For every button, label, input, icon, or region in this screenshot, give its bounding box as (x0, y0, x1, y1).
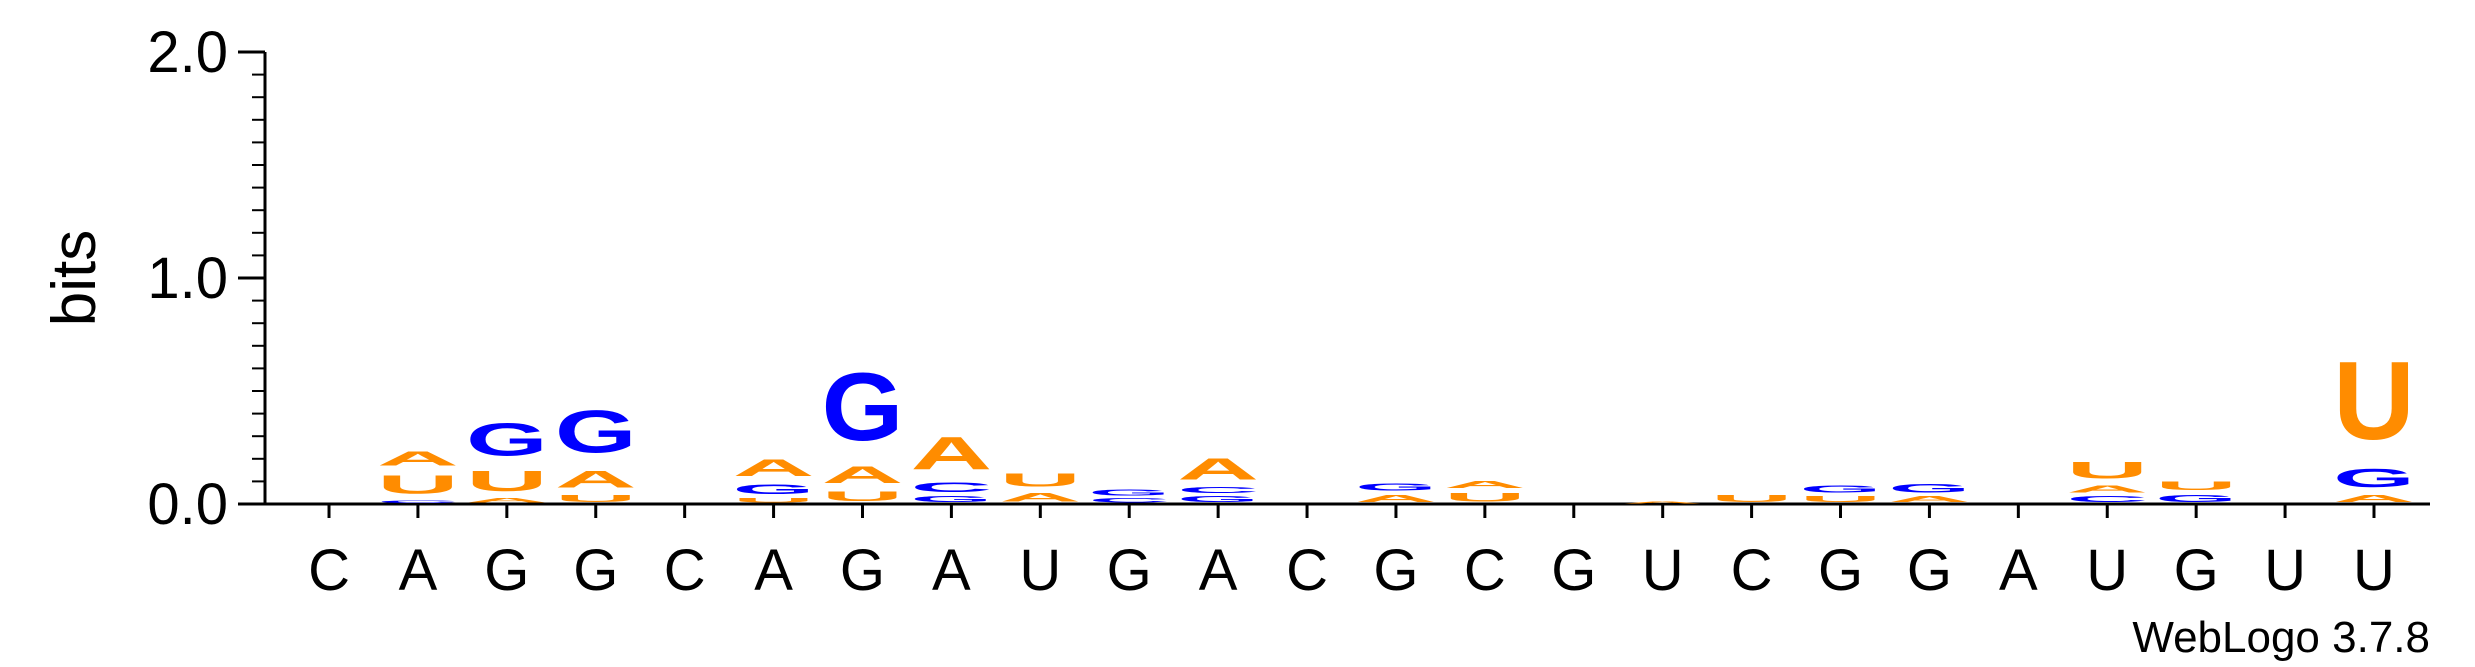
x-tick-label: A (1199, 538, 1238, 603)
logo-letter-G: G (555, 398, 637, 466)
logo-letter-G: G (822, 353, 904, 461)
logo-letter-G: G (466, 414, 548, 466)
logo-letter-C: C (1088, 497, 1170, 504)
x-tick-label: U (1642, 538, 1684, 603)
logo-letter-U: U (1800, 495, 1882, 504)
logo-letter-U: U (2333, 339, 2415, 463)
logo-letter-G: G (733, 481, 815, 497)
y-ticks: 0.0 1.0 2.0 (147, 20, 265, 537)
logo-letter-A: A (910, 428, 992, 479)
x-tick-label: G (484, 538, 529, 603)
y-tick-label: 2.0 (147, 20, 228, 85)
x-tick-label: G (1551, 538, 1596, 603)
logo-letter-G: G (1800, 484, 1882, 495)
logo-letter-G: G (2155, 493, 2237, 504)
x-tick-label: C (1731, 538, 1773, 603)
logo-letter-A: A (1355, 493, 1437, 504)
y-tick-label: 0.0 (147, 472, 228, 537)
x-tick-label: U (2086, 538, 2128, 603)
logo-letter-A: A (733, 454, 815, 481)
logo-letter-C: C (1177, 486, 1259, 495)
logo-letter-A: A (2066, 484, 2148, 495)
x-tick-label: G (573, 538, 618, 603)
logo-letter-A: A (555, 466, 637, 493)
logo-letter-A: A (1622, 501, 1704, 504)
y-axis-label: bits (40, 230, 109, 326)
y-tick-label: 1.0 (147, 246, 228, 311)
logo-letter-A: A (822, 461, 904, 488)
x-tick-label: G (840, 538, 885, 603)
x-tick-label: G (1107, 538, 1152, 603)
logo-letter-A: A (1889, 495, 1971, 504)
logo-letter-U: U (555, 493, 637, 504)
x-tick-label: C (308, 538, 350, 603)
logo-letter-C: C (2066, 495, 2148, 504)
x-tick-label: G (1373, 538, 1418, 603)
logo-letter-U: U (1711, 493, 1793, 504)
x-tick-label: U (2264, 538, 2306, 603)
logo-letter-G: G (2333, 464, 2415, 493)
logo-letter-U: U (822, 488, 904, 504)
logo-letter-U: U (999, 470, 1081, 490)
logo-letter-U: U (1444, 491, 1526, 505)
logo-letter-G: G (911, 495, 993, 504)
logo-letter-A: A (1444, 479, 1526, 490)
logo-letter-U: U (2066, 457, 2148, 484)
logo-letter-U: U (377, 470, 459, 499)
logo-letter-A: A (999, 491, 1081, 505)
logo-letter-G: G (1088, 488, 1170, 497)
x-tick-label: U (2353, 538, 2395, 603)
logo-letter-U: U (733, 497, 815, 504)
x-tick-label: G (1907, 538, 1952, 603)
logo-letter-A: A (377, 448, 459, 471)
x-tick-label: C (664, 538, 706, 603)
logo-letter-A: A (2333, 493, 2415, 504)
logo-letter-C: C (911, 479, 993, 495)
logo-letter-G: G (1889, 481, 1971, 495)
x-tick-label: C (1286, 538, 1328, 603)
x-tick-label: A (1999, 538, 2038, 603)
logo-letter-G: G (1177, 495, 1259, 504)
x-tick-label: G (1818, 538, 1863, 603)
logo-letter-G: G (1355, 481, 1437, 492)
x-tick-label: A (932, 538, 971, 603)
logo-letter-C: C (377, 499, 459, 504)
x-tick-label: C (1464, 538, 1506, 603)
logo-letter-U: U (2155, 479, 2237, 493)
logo-letter-U: U (466, 466, 548, 497)
x-tick-label: A (754, 538, 793, 603)
logo-letter-A: A (1177, 452, 1259, 486)
logo-letter-A: A (466, 497, 548, 504)
x-tick-label: G (2174, 538, 2219, 603)
weblogo-credit: WebLogo 3.7.8 (2132, 613, 2430, 662)
x-tick-label: U (1019, 538, 1061, 603)
x-tick-label: A (399, 538, 438, 603)
y-minor-ticks (252, 73, 265, 483)
